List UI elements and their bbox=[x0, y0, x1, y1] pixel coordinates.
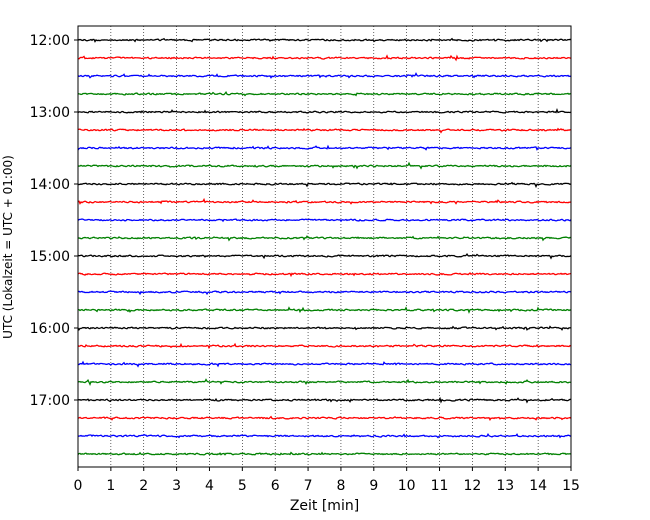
y-tick-label: 12:00 bbox=[30, 33, 70, 49]
trace-line bbox=[77, 396, 572, 404]
x-tick-label: 13 bbox=[496, 478, 514, 494]
trace-line bbox=[77, 325, 572, 331]
y-tick-label: 14:00 bbox=[30, 177, 70, 193]
x-tick-label: 4 bbox=[205, 478, 214, 494]
trace-line bbox=[77, 54, 572, 62]
y-axis-ticks: 12:00 13:00 14:00 15:00 16:00 17:00 bbox=[30, 33, 78, 409]
x-tick-label: 0 bbox=[74, 478, 83, 494]
trace-line bbox=[77, 378, 572, 387]
trace-line bbox=[77, 252, 572, 260]
trace-line bbox=[77, 144, 572, 151]
trace-line bbox=[77, 91, 572, 97]
x-axis-ticks: 0 1 2 3 4 5 6 7 8 9 10 11 12 13 14 15 bbox=[74, 467, 580, 494]
trace-line bbox=[77, 306, 572, 314]
trace-line bbox=[77, 218, 572, 223]
trace-line bbox=[77, 181, 572, 189]
x-tick-label: 8 bbox=[336, 478, 345, 494]
trace-line bbox=[77, 451, 572, 456]
trace-line bbox=[78, 161, 572, 170]
x-tick-label: 11 bbox=[431, 478, 449, 494]
trace-line bbox=[77, 72, 572, 79]
x-tick-label: 9 bbox=[369, 478, 378, 494]
y-axis-label: UTC (Lokalzeit = UTC + 01:00) bbox=[1, 155, 15, 339]
plot-frame bbox=[77, 25, 572, 468]
trace-line bbox=[77, 360, 572, 368]
x-tick-label: 1 bbox=[106, 478, 115, 494]
trace-line bbox=[77, 108, 572, 114]
trace-line bbox=[77, 197, 572, 205]
x-tick-label: 3 bbox=[172, 478, 181, 494]
x-axis-label: Zeit [min] bbox=[290, 498, 359, 514]
y-tick-label: 15:00 bbox=[30, 249, 70, 265]
x-tick-label: 14 bbox=[529, 478, 547, 494]
trace-line bbox=[77, 415, 572, 422]
y-tick-label: 13:00 bbox=[30, 105, 70, 121]
x-tick-label: 7 bbox=[304, 478, 313, 494]
trace-line bbox=[77, 342, 572, 350]
y-tick-label: 16:00 bbox=[30, 321, 70, 337]
x-tick-label: 15 bbox=[562, 478, 580, 494]
x-tick-label: 6 bbox=[271, 478, 280, 494]
x-tick-label: 12 bbox=[463, 478, 481, 494]
traces bbox=[77, 37, 572, 456]
trace-line bbox=[77, 37, 572, 43]
x-tick-label: 10 bbox=[398, 478, 416, 494]
trace-line bbox=[77, 290, 572, 296]
trace-line bbox=[77, 127, 572, 134]
trace-line bbox=[77, 272, 572, 278]
trace-line bbox=[77, 235, 572, 242]
trace-line bbox=[77, 432, 572, 439]
y-tick-label: 17:00 bbox=[30, 393, 70, 409]
x-tick-label: 5 bbox=[238, 478, 247, 494]
x-tick-label: 2 bbox=[139, 478, 148, 494]
